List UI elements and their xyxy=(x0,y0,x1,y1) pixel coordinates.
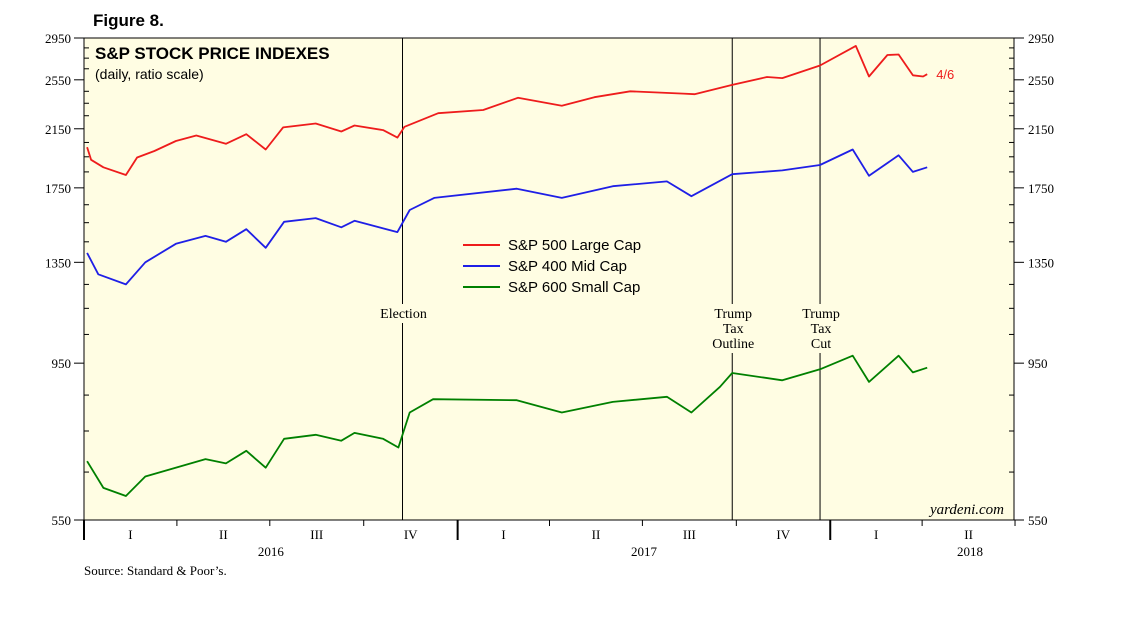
series-line-1 xyxy=(86,45,928,176)
y-tick-label-left: 2150 xyxy=(45,122,71,137)
x-quarter-label: III xyxy=(683,527,696,542)
x-quarter-label: I xyxy=(501,527,505,542)
x-year-label: 2017 xyxy=(631,544,658,559)
figure-label: Figure 8. xyxy=(93,11,164,30)
series-line-3 xyxy=(86,354,928,497)
event-label-bg xyxy=(376,304,429,323)
source-note: Source: Standard & Poor’s. xyxy=(84,563,227,578)
y-tick-label-left: 2950 xyxy=(45,31,71,46)
legend-label-sp500: S&P 500 Large Cap xyxy=(508,237,641,254)
event-label: Tax xyxy=(811,322,832,337)
x-quarter-label: III xyxy=(310,527,323,542)
x-year-label: 2016 xyxy=(258,544,285,559)
event-label-bg xyxy=(706,304,759,353)
series-line-2 xyxy=(86,148,928,286)
x-quarter-label: I xyxy=(874,527,878,542)
y-tick-label-right: 2950 xyxy=(1028,31,1054,46)
event-label: Tax xyxy=(723,322,744,337)
event-label: Election xyxy=(380,307,427,322)
y-tick-label-left: 1350 xyxy=(45,255,71,270)
y-tick-label-right: 950 xyxy=(1028,356,1048,371)
x-quarter-label: II xyxy=(219,527,228,542)
event-label: Trump xyxy=(802,307,840,322)
x-quarter-label: II xyxy=(592,527,601,542)
event-label: Outline xyxy=(712,337,754,352)
y-tick-label-right: 2550 xyxy=(1028,73,1054,88)
x-quarter-label: IV xyxy=(404,527,418,542)
x-quarter-label: II xyxy=(964,527,973,542)
plot-area xyxy=(83,37,1015,521)
y-tick-label-left: 550 xyxy=(52,513,72,528)
y-tick-label-right: 2150 xyxy=(1028,122,1054,137)
watermark: yardeni.com xyxy=(928,502,1004,518)
legend-label-sp400: S&P 400 Mid Cap xyxy=(508,258,627,275)
y-tick-label-right: 1350 xyxy=(1028,255,1054,270)
legend-label-sp600: S&P 600 Small Cap xyxy=(508,279,640,296)
y-tick-label-left: 1750 xyxy=(45,181,71,196)
event-label: Cut xyxy=(811,337,831,352)
axis-ticks xyxy=(74,37,1024,540)
x-quarter-label: IV xyxy=(776,527,790,542)
series-lines xyxy=(86,45,928,497)
event-label: Trump xyxy=(714,307,752,322)
legend: S&P 500 Large Cap S&P 400 Mid Cap S&P 60… xyxy=(463,237,641,296)
x-quarter-label: I xyxy=(128,527,132,542)
chart-title: S&P STOCK PRICE INDEXES xyxy=(95,44,330,63)
y-tick-label-right: 1750 xyxy=(1028,181,1054,196)
event-label-bg xyxy=(794,304,847,353)
x-year-label: 2018 xyxy=(957,544,983,559)
y-tick-label-right: 550 xyxy=(1028,513,1048,528)
y-axis-labels: 550 550 950 950 1350 1350 1750 1750 2150 2150 2550… xyxy=(45,31,1054,528)
end-date-label: 4/6 xyxy=(936,67,954,82)
chart-subtitle: (daily, ratio scale) xyxy=(95,66,204,82)
y-tick-label-left: 2550 xyxy=(45,73,71,88)
y-tick-label-left: 950 xyxy=(52,356,72,371)
